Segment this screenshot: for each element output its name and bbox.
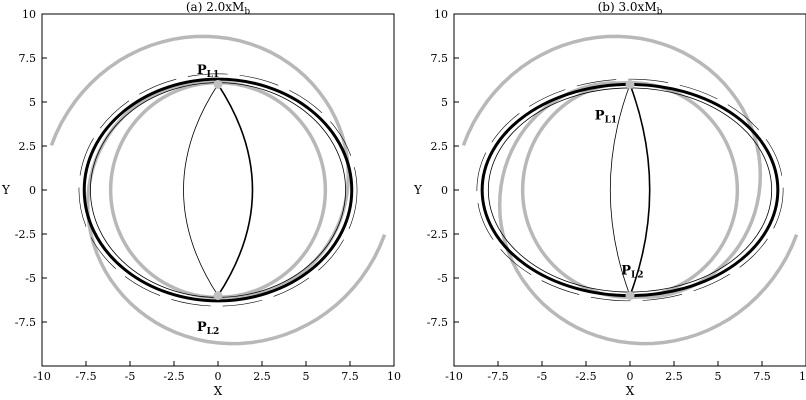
y-tick-label: 5 bbox=[29, 96, 36, 109]
panel-title-subscript: b bbox=[244, 7, 250, 17]
x-tick-label: 0 bbox=[215, 370, 222, 383]
lagrange-point-label-1: PL1 bbox=[197, 63, 219, 80]
y-tick-label: 0 bbox=[29, 184, 36, 197]
ring-inner-echo bbox=[90, 82, 346, 298]
x-tick-label: -5 bbox=[537, 370, 548, 383]
panel-title-main: (b) 3.0xM bbox=[598, 0, 657, 14]
lagrange-point-marker-1 bbox=[625, 79, 635, 89]
spiral-arm-1 bbox=[85, 81, 387, 346]
y-tick-label: -2.5 bbox=[15, 228, 36, 241]
panel-title-main: (a) 2.0xM bbox=[186, 0, 244, 14]
plot-frame bbox=[41, 13, 395, 367]
inner-arc-right bbox=[629, 84, 651, 296]
plot-area bbox=[461, 34, 799, 346]
point-label-subscript: L1 bbox=[605, 116, 618, 126]
y-tick-label: -2.5 bbox=[427, 228, 448, 241]
y-tick-label: 10 bbox=[22, 8, 36, 21]
y-tick-label: -5 bbox=[437, 272, 448, 285]
point-label-main: P bbox=[621, 263, 631, 278]
x-tick-label: 0 bbox=[627, 370, 634, 383]
point-label-subscript: L1 bbox=[207, 70, 220, 80]
x-tick-label: -10 bbox=[445, 370, 463, 383]
x-axis-title: X bbox=[626, 384, 635, 398]
x-tick-label: 7.5 bbox=[341, 370, 359, 383]
inner-arc-left bbox=[183, 84, 219, 296]
y-tick-label: 10 bbox=[434, 8, 448, 21]
inner-arc-left bbox=[609, 84, 631, 296]
point-label-main: P bbox=[595, 109, 605, 124]
ring-outer-echo bbox=[78, 73, 358, 307]
ring-main bbox=[82, 77, 354, 303]
x-tick-label: 10 bbox=[387, 370, 401, 383]
lagrange-point-marker-2 bbox=[213, 291, 223, 301]
y-tick-label: 0 bbox=[441, 184, 448, 197]
spiral-arm-2 bbox=[461, 34, 763, 299]
spiral-arm-2 bbox=[49, 34, 351, 299]
x-tick-label: 2.5 bbox=[665, 370, 683, 383]
point-label-main: P bbox=[197, 63, 207, 78]
x-tick-label: 2.5 bbox=[253, 370, 271, 383]
y-tick-label: 5 bbox=[441, 96, 448, 109]
lagrange-point-label-2: PL2 bbox=[197, 320, 219, 337]
y-tick-label: -7.5 bbox=[427, 316, 448, 329]
ring-inner-echo bbox=[487, 87, 773, 293]
plot-area bbox=[49, 34, 387, 346]
y-tick-label: 7.5 bbox=[431, 52, 449, 65]
point-label-subscript: L2 bbox=[631, 270, 644, 280]
x-tick-label: 5 bbox=[715, 370, 722, 383]
y-tick-label: 2.5 bbox=[19, 140, 37, 153]
ring-outer-echo bbox=[476, 78, 784, 302]
lagrange-point-label-1: PL1 bbox=[595, 109, 617, 126]
x-axis-title: X bbox=[214, 384, 223, 398]
x-tick-label: -7.5 bbox=[487, 370, 508, 383]
y-axis-title: Y bbox=[1, 183, 11, 197]
x-tick-label: -7.5 bbox=[75, 370, 96, 383]
panel-b: -10 -7.5 -5 -2.5 0 2.5 5 7.5 10 10 7.5 5 2.5 0 -2.5 -5 -… bbox=[413, 0, 806, 398]
panel-a: -10 -7.5 -5 -2.5 0 2.5 5 7.5 10 10 7.5 5 2.5 0 -2.5 -5 -… bbox=[1, 0, 401, 398]
x-tick-label: -10 bbox=[33, 370, 51, 383]
plot-frame bbox=[453, 13, 806, 367]
x-tick-label: -5 bbox=[125, 370, 136, 383]
x-tick-label: -2.5 bbox=[575, 370, 596, 383]
panel-title-subscript: b bbox=[657, 7, 663, 17]
y-tick-label: -5 bbox=[25, 272, 36, 285]
x-tick-label: 7.5 bbox=[753, 370, 771, 383]
x-tick-label: 10 bbox=[799, 370, 806, 383]
point-label-main: P bbox=[197, 320, 207, 335]
y-axis-title: Y bbox=[413, 183, 423, 197]
lagrange-point-label-2: PL2 bbox=[621, 263, 643, 280]
y-tick-label: 7.5 bbox=[19, 52, 37, 65]
lagrange-point-marker-1 bbox=[213, 79, 223, 89]
inner-arc-right bbox=[217, 83, 254, 297]
panel-title: (a) 2.0xMb bbox=[186, 0, 250, 17]
lagrange-point-marker-2 bbox=[625, 291, 635, 301]
point-label-subscript: L2 bbox=[207, 327, 220, 337]
y-tick-label: -7.5 bbox=[15, 316, 36, 329]
panel-title: (b) 3.0xMb bbox=[598, 0, 663, 17]
guide-circle bbox=[108, 80, 328, 300]
x-tick-label: -2.5 bbox=[163, 370, 184, 383]
x-tick-label: 5 bbox=[303, 370, 310, 383]
y-tick-label: 2.5 bbox=[431, 140, 449, 153]
